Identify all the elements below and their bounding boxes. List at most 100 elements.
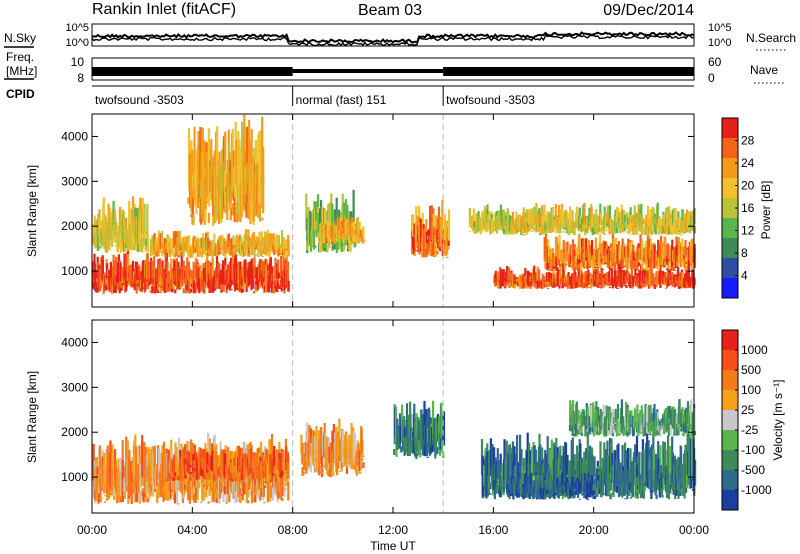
- heatmap-cell: [145, 281, 148, 287]
- nsky-tick-high: 10^5: [65, 22, 89, 34]
- heatmap-cell: [661, 472, 664, 489]
- heatmap-cell: [693, 431, 697, 436]
- heatmap-cell: [201, 464, 204, 502]
- heatmap-cell: [525, 483, 528, 498]
- heatmap-cell: [487, 450, 491, 495]
- heatmap-cell: [537, 279, 540, 288]
- heatmap-cell: [358, 451, 361, 471]
- heatmap-cell: [235, 140, 238, 185]
- nsearch-tick-low: 10^0: [708, 37, 732, 49]
- heatmap-cell: [208, 240, 211, 250]
- heatmap-cell: [644, 229, 647, 234]
- heatmap-cell: [616, 403, 620, 427]
- heatmap-cell: [151, 235, 154, 252]
- heatmap-cell: [562, 483, 565, 490]
- heatmap-cell: [414, 250, 417, 253]
- velocity-ylabel: Slant Range [km]: [25, 371, 39, 463]
- heatmap-cell: [564, 226, 567, 230]
- heatmap-cell: [604, 255, 607, 263]
- heatmap-cell: [161, 260, 164, 280]
- heatmap-cell: [608, 492, 611, 495]
- heatmap-cell: [138, 266, 141, 279]
- heatmap-cell: [685, 254, 688, 270]
- heatmap-cell: [227, 451, 230, 469]
- heatmap-cell: [548, 245, 551, 264]
- heatmap-cell: [611, 283, 615, 289]
- heatmap-cell: [136, 283, 139, 287]
- date-title: 09/Dec/2014: [603, 2, 694, 19]
- heatmap-cell: [502, 472, 506, 493]
- colorbar-swatch: [722, 350, 738, 371]
- heatmap-cell: [230, 485, 233, 492]
- heatmap-cell: [126, 281, 129, 284]
- heatmap-cell: [157, 488, 161, 498]
- heatmap-cell: [237, 261, 240, 284]
- heatmap-cell: [592, 402, 595, 424]
- heatmap-cell: [277, 272, 280, 278]
- heatmap-cell: [585, 427, 588, 430]
- heatmap-cell: [669, 417, 672, 434]
- colorbar-tick: 16: [741, 201, 755, 215]
- heatmap-cell: [411, 230, 414, 254]
- heatmap-cell: [192, 214, 195, 226]
- heatmap-cell: [236, 254, 239, 256]
- heatmap-cell: [415, 439, 418, 460]
- heatmap-cell: [578, 273, 581, 283]
- heatmap-cell: [230, 288, 233, 291]
- heatmap-cell: [536, 481, 539, 500]
- heatmap-cell: [683, 232, 686, 234]
- heatmap-cell: [241, 275, 244, 286]
- heatmap-cell: [95, 284, 98, 293]
- heatmap-cell: [274, 279, 277, 292]
- heatmap-cell: [489, 493, 492, 495]
- heatmap-cell: [436, 446, 439, 454]
- heatmap-cell: [241, 255, 244, 258]
- colorbar-tick: -500: [741, 463, 765, 477]
- heatmap-cell: [659, 425, 662, 437]
- heatmap-cell: [654, 283, 657, 286]
- heatmap-cell: [651, 433, 654, 437]
- heatmap-cell: [627, 469, 630, 483]
- heatmap-cell: [415, 246, 419, 248]
- heatmap-cell: [240, 447, 244, 468]
- heatmap-cell: [574, 422, 577, 437]
- heatmap-cell: [667, 243, 670, 260]
- heatmap-cell: [490, 232, 493, 234]
- heatmap-cell: [164, 242, 168, 251]
- heatmap-cell: [187, 476, 190, 498]
- heatmap-cell: [222, 238, 226, 256]
- heatmap-cell: [187, 197, 190, 204]
- heatmap-cell: [142, 491, 145, 503]
- heatmap-cell: [263, 501, 266, 504]
- heatmap-cell: [193, 126, 196, 200]
- heatmap-cell: [314, 450, 317, 467]
- heatmap-cell: [659, 445, 662, 479]
- heatmap-cell: [601, 269, 604, 271]
- heatmap-cell: [591, 227, 594, 235]
- heatmap-cell: [429, 235, 432, 257]
- heatmap-cell: [235, 207, 239, 223]
- freq-tick-high: 10: [71, 55, 85, 69]
- heatmap-cell: [310, 245, 313, 248]
- heatmap-cell: [244, 259, 247, 278]
- heatmap-cell: [332, 471, 335, 477]
- heatmap-cell: [281, 498, 284, 502]
- heatmap-cell: [587, 499, 590, 501]
- heatmap-cell: [561, 274, 564, 289]
- heatmap-cell: [556, 267, 559, 271]
- heatmap-cell: [94, 281, 97, 286]
- heatmap-cell: [103, 501, 107, 503]
- heatmap-cell: [147, 261, 150, 290]
- heatmap-cell: [128, 200, 131, 233]
- heatmap-cell: [662, 221, 665, 227]
- heatmap-cell: [245, 271, 248, 283]
- heatmap-cell: [153, 256, 156, 279]
- heatmap-cell: [345, 218, 348, 236]
- heatmap-cell: [233, 458, 236, 468]
- heatmap-cell: [575, 492, 578, 494]
- heatmap-cell: [528, 477, 531, 496]
- heatmap-cell: [623, 498, 626, 500]
- heatmap-cell: [615, 284, 618, 285]
- heatmap-cell: [486, 204, 489, 224]
- freq-bar-fast: [292, 69, 444, 73]
